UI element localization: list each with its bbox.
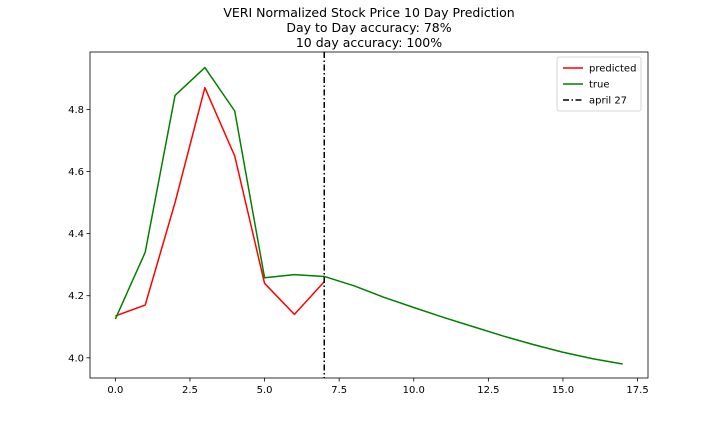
x-tick-label: 12.5 [477, 385, 499, 396]
y-tick-label: 4.8 [68, 105, 84, 116]
y-tick-label: 4.6 [68, 167, 84, 178]
chart-title-line-2: Day to Day accuracy: 78% [286, 20, 451, 35]
x-tick-label: 17.5 [626, 385, 648, 396]
series-line-predicted [115, 86, 325, 317]
x-tick-label: 7.5 [331, 385, 347, 396]
legend-box [556, 56, 642, 112]
legend-label-april-27: april 27 [589, 96, 627, 107]
series-line-true [114, 66, 623, 365]
chart-title-line-3: 10 day accuracy: 100% [296, 35, 442, 50]
x-tick-label: 5.0 [257, 385, 273, 396]
chart-title-line-1: VERI Normalized Stock Price 10 Day Predi… [223, 5, 514, 20]
x-tick-label: 15.0 [552, 385, 574, 396]
y-axis: 4.0 4.2 4.4 4.6 4.8 [68, 105, 90, 364]
y-tick-label: 4.4 [68, 229, 84, 240]
x-tick-label: 10.0 [403, 385, 425, 396]
plot-area-frame [89, 51, 649, 379]
x-axis: 0.0 2.5 5.0 7.5 10.0 12.5 15.0 17.5 [107, 378, 649, 396]
legend-label-true: true [589, 80, 610, 91]
y-tick-label: 4.2 [68, 291, 84, 302]
x-tick-label: 0.0 [107, 385, 123, 396]
legend-label-predicted: predicted [589, 64, 636, 75]
legend: predicted true april 27 [556, 56, 642, 112]
y-tick-label: 4.0 [68, 353, 84, 364]
x-tick-label: 2.5 [182, 385, 198, 396]
chart-title: VERI Normalized Stock Price 10 Day Predi… [223, 5, 514, 50]
